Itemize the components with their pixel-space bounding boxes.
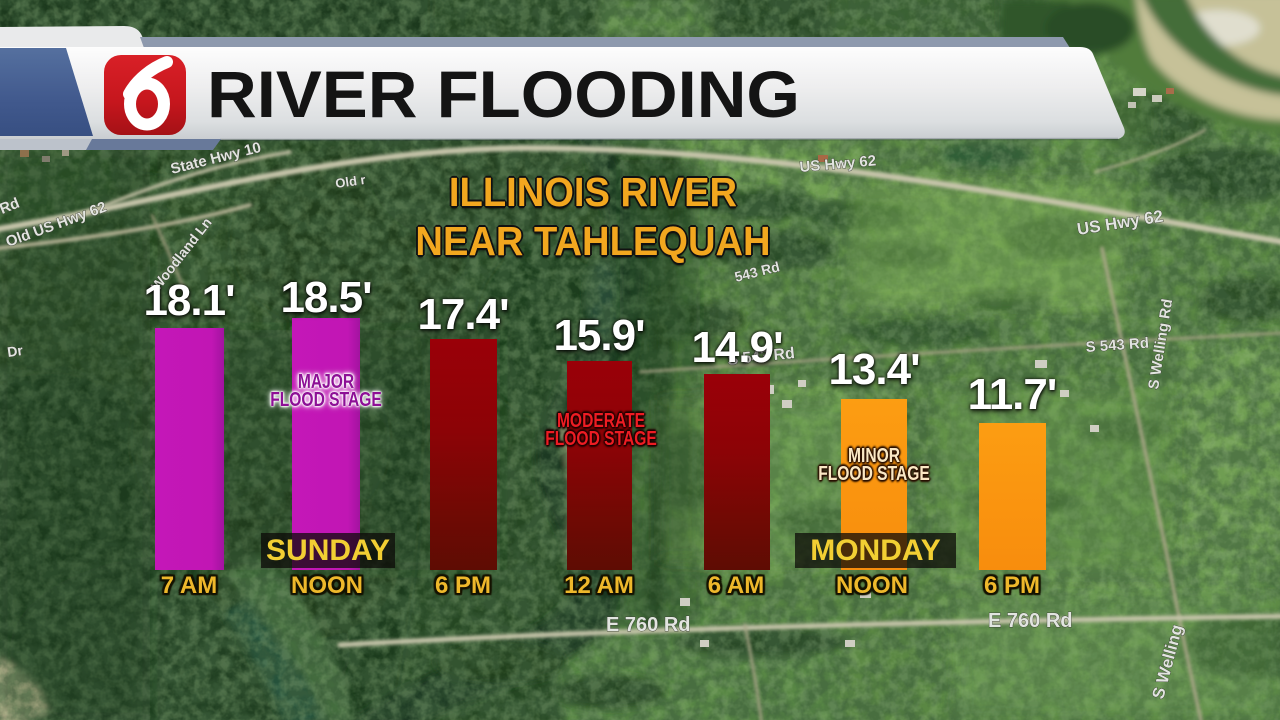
- svg-text:E 760 Rd: E 760 Rd: [606, 614, 690, 636]
- svg-text:RIVER FLOODING: RIVER FLOODING: [207, 57, 800, 131]
- svg-text:S 543 Rd: S 543 Rd: [1085, 335, 1149, 356]
- svg-text:E 760 Rd: E 760 Rd: [988, 610, 1072, 632]
- svg-text:Dr: Dr: [6, 342, 24, 360]
- svg-text:Old r: Old r: [334, 172, 366, 191]
